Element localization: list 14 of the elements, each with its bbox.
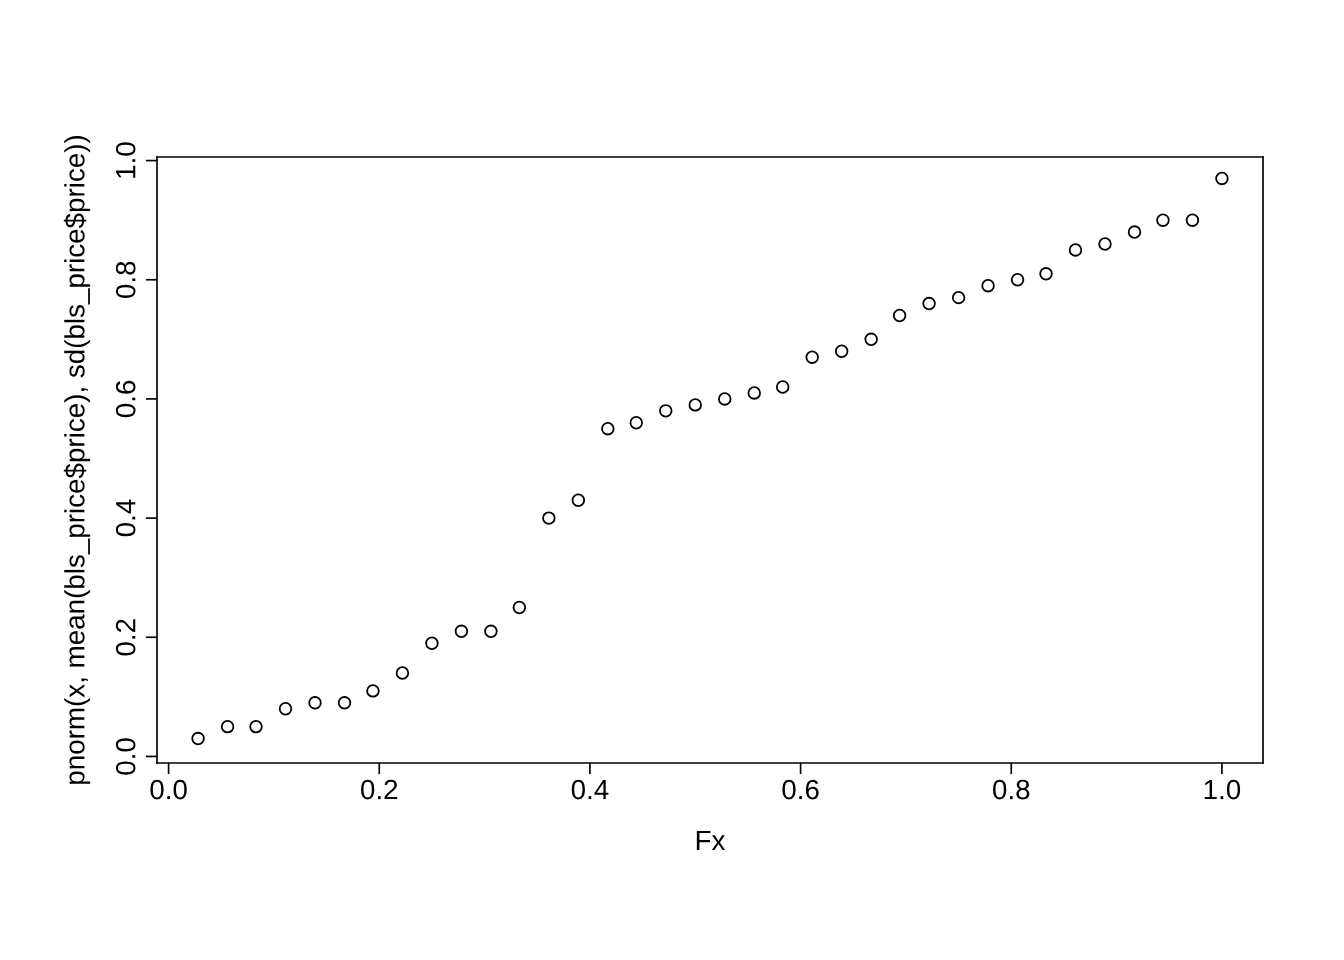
y-tick-label: 0.0 [115,738,136,775]
x-tick-label: 0.0 [150,779,187,800]
x-tick-label: 0.8 [993,779,1030,800]
y-tick-label: 0.2 [115,619,136,656]
x-tick-label: 0.2 [361,779,398,800]
y-tick-label: 0.6 [115,380,136,418]
x-tick-label: 0.6 [782,779,819,800]
x-axis-title: Fx [696,830,726,850]
y-axis-title: pnorm(x, mean(bls_price$price), sd(bls_price$price)) [63,135,91,784]
x-tick-label: 1.0 [1204,779,1241,800]
x-tick-label: 0.4 [571,779,609,800]
y-tick-label: 0.4 [115,499,136,537]
y-tick-label: 1.0 [115,142,136,178]
y-tick-label: 0.8 [115,261,136,298]
